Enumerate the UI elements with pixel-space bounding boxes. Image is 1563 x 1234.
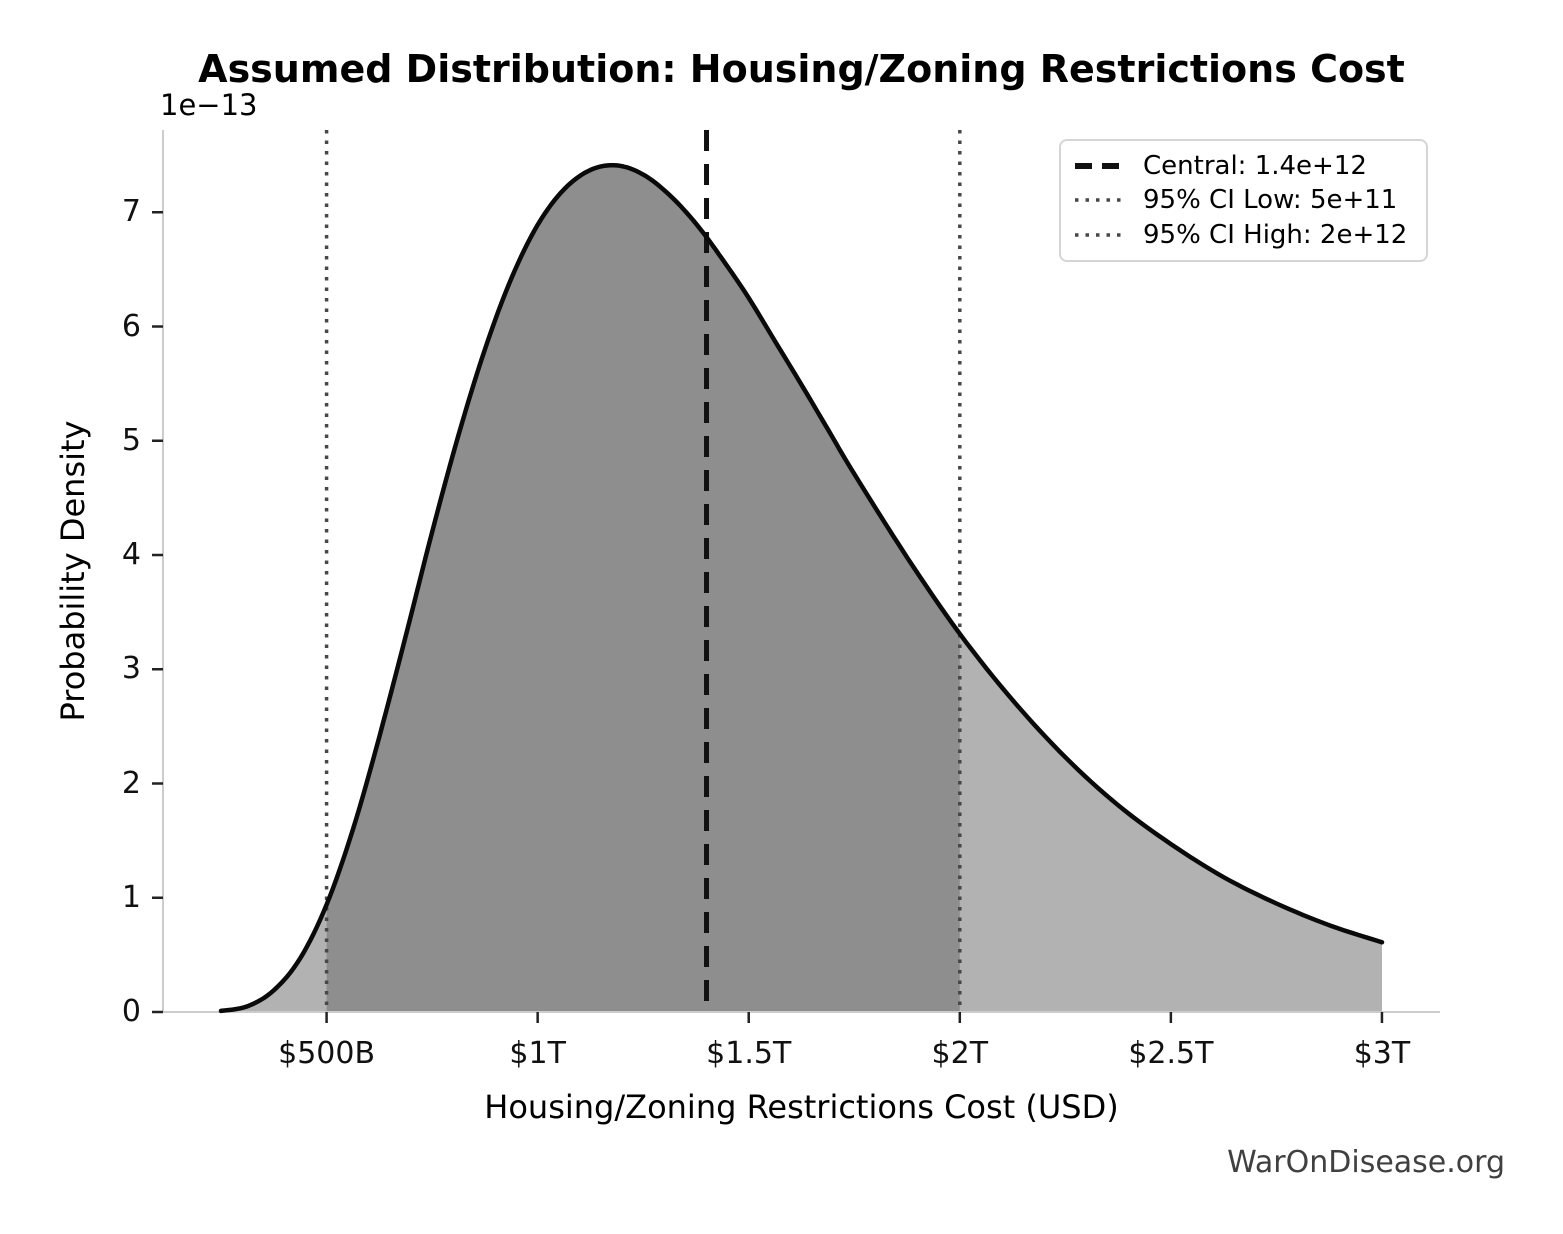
legend: Central: 1.4e+12 95% CI Low: 5e+11 95% CI … xyxy=(1059,139,1428,262)
y-tick-label: 1 xyxy=(121,879,141,915)
y-tick-label: 6 xyxy=(121,308,141,344)
legend-item: 95% CI High: 2e+12 xyxy=(1073,220,1414,250)
watermark: WarOnDisease.org xyxy=(1227,1145,1505,1180)
y-tick-label: 3 xyxy=(121,651,141,687)
y-tick-label: 5 xyxy=(121,422,141,458)
legend-item: Central: 1.4e+12 xyxy=(1073,151,1414,181)
y-tick-label: 0 xyxy=(121,994,141,1029)
ci-fill xyxy=(326,165,960,1012)
x-tick-label: $2T xyxy=(931,1036,989,1071)
x-tick-label: $3T xyxy=(1353,1036,1411,1071)
legend-line-sample xyxy=(1075,198,1123,203)
legend-item-label: Central: 1.4e+12 xyxy=(1143,151,1367,182)
chart-title: Assumed Distribution: Housing/Zoning Res… xyxy=(198,47,1405,91)
y-tick-label: 4 xyxy=(121,537,141,572)
legend-item: 95% CI Low: 5e+11 xyxy=(1073,185,1414,215)
y-tick-label: 7 xyxy=(121,194,141,230)
x-axis-label: Housing/Zoning Restrictions Cost (USD) xyxy=(484,1088,1119,1126)
x-tick-label: $2.5T xyxy=(1128,1036,1214,1071)
legend-line-sample xyxy=(1075,233,1123,237)
legend-line-sample xyxy=(1075,163,1123,170)
x-tick-label: $1T xyxy=(509,1036,566,1071)
legend-item-label: 95% CI Low: 5e+11 xyxy=(1143,185,1398,216)
y-tick-label: 2 xyxy=(121,765,141,801)
x-tick-label: $1.5T xyxy=(706,1036,792,1071)
density-curve xyxy=(218,162,1385,1014)
legend-item-label: 95% CI High: 2e+12 xyxy=(1143,219,1408,250)
x-tick-label: $500B xyxy=(278,1036,376,1071)
y-axis-offset-label: 1e−13 xyxy=(160,88,258,122)
